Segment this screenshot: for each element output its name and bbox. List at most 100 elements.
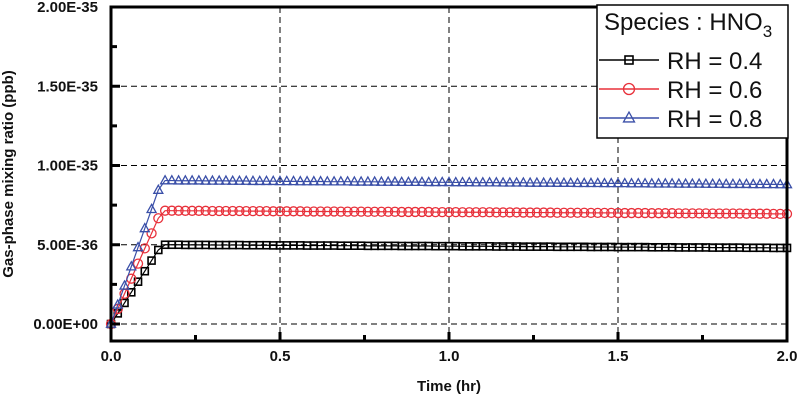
triangle-marker-icon: [220, 174, 232, 185]
circle-marker-icon: [734, 208, 745, 219]
triangle-marker-icon: [294, 175, 306, 186]
triangle-marker-icon: [504, 176, 516, 187]
y-tick-label: 1.00E-35: [37, 158, 98, 175]
circle-marker-icon: [166, 205, 177, 216]
triangle-marker-icon: [409, 175, 421, 187]
triangle-marker-icon: [429, 176, 442, 187]
triangle-marker-icon: [761, 178, 773, 189]
triangle-marker-icon: [382, 175, 394, 186]
circle-marker-icon: [193, 205, 205, 216]
circle-marker-icon: [552, 207, 563, 218]
triangle-marker-icon: [544, 176, 557, 187]
triangle-marker-icon: [193, 174, 205, 185]
circle-marker-icon: [295, 206, 306, 217]
triangle-marker-icon: [693, 177, 705, 188]
triangle-marker-icon: [436, 176, 448, 187]
circle-marker-icon: [693, 208, 705, 219]
circle-marker-icon: [437, 206, 448, 218]
triangle-marker-icon: [112, 298, 124, 309]
y-tick-label: 2.00E-35: [37, 0, 98, 16]
triangle-marker-icon: [125, 260, 137, 271]
circle-marker-icon: [328, 206, 340, 217]
circle-marker-icon: [599, 207, 610, 219]
triangle-marker-icon: [483, 176, 496, 187]
circle-marker-icon: [572, 207, 583, 218]
circle-marker-icon: [646, 208, 657, 219]
triangle-marker-icon: [267, 174, 279, 186]
circle-marker-icon: [403, 206, 414, 218]
x-tick-label: 0.5: [270, 348, 291, 365]
circle-marker-icon: [132, 258, 144, 269]
circle-marker-icon: [673, 208, 684, 219]
x-tick-label: 0.0: [101, 348, 122, 365]
triangle-marker-icon: [274, 175, 286, 186]
series-triangle: [105, 174, 793, 328]
triangle-marker-icon: [314, 175, 327, 186]
triangle-marker-icon: [754, 178, 766, 189]
circle-marker-icon: [660, 208, 671, 219]
triangle-marker-icon: [463, 176, 475, 187]
x-axis-title: Time (hr): [417, 378, 481, 395]
triangle-marker-icon: [531, 176, 543, 187]
circle-marker-icon: [173, 205, 184, 216]
circle-marker-icon: [748, 208, 759, 219]
circle-marker-icon: [383, 206, 394, 217]
circle-marker-icon: [518, 207, 529, 218]
triangle-marker-icon: [707, 177, 719, 188]
triangle-marker-icon: [538, 176, 550, 187]
triangle-marker-icon: [767, 178, 780, 189]
triangle-marker-icon: [172, 174, 185, 185]
triangle-marker-icon: [490, 176, 502, 187]
triangle-marker-icon: [321, 175, 333, 186]
triangle-marker-icon: [632, 177, 644, 188]
triangle-marker-icon: [240, 174, 252, 185]
triangle-marker-icon: [341, 175, 354, 186]
y-tick-label: 0.00E+00: [33, 316, 98, 333]
circle-marker-icon: [200, 205, 211, 216]
square-marker-icon: [126, 287, 136, 297]
triangle-marker-icon: [423, 176, 435, 187]
circle-marker-icon: [622, 82, 636, 96]
circle-marker-icon: [268, 206, 279, 217]
circle-marker-icon: [450, 206, 461, 218]
circle-marker-icon: [531, 207, 543, 218]
triangle-marker-icon: [659, 177, 671, 188]
circle-marker-icon: [362, 206, 374, 217]
circle-marker-icon: [254, 205, 265, 217]
triangle-marker-icon: [281, 175, 293, 186]
axes: [109, 5, 789, 343]
circle-marker-icon: [153, 213, 164, 224]
circle-marker-icon: [768, 208, 779, 219]
circle-marker-icon: [301, 206, 313, 217]
triangle-marker-icon: [734, 178, 746, 189]
circle-marker-icon: [775, 208, 786, 219]
circle-marker-icon: [680, 208, 691, 219]
circle-marker-icon: [247, 205, 259, 217]
circle-marker-icon: [430, 206, 441, 218]
triangle-marker-icon: [622, 110, 636, 123]
circle-marker-icon: [416, 206, 428, 218]
triangle-marker-icon: [145, 203, 158, 214]
triangle-marker-icon: [132, 241, 144, 252]
circle-marker-icon: [721, 208, 732, 219]
triangle-marker-icon: [355, 175, 367, 186]
circle-marker-icon: [585, 207, 597, 219]
triangle-marker-icon: [510, 176, 523, 187]
legend-entries: RH = 0.4RH = 0.6RH = 0.8: [599, 48, 762, 133]
triangle-marker-icon: [673, 177, 685, 188]
circle-marker-icon: [633, 207, 644, 219]
circle-marker-icon: [579, 207, 590, 218]
triangle-marker-icon: [166, 174, 178, 185]
triangle-marker-icon: [450, 176, 462, 187]
circle-marker-icon: [687, 208, 698, 219]
triangle-marker-icon: [700, 177, 712, 188]
circle-marker-icon: [606, 207, 617, 219]
circle-marker-icon: [666, 208, 678, 219]
triangle-marker-icon: [362, 175, 374, 186]
triangle-marker-icon: [308, 175, 320, 186]
x-tick-label: 1.5: [608, 348, 629, 365]
triangle-marker-icon: [118, 279, 131, 290]
circle-marker-icon: [612, 207, 624, 219]
circle-marker-icon: [139, 243, 150, 254]
triangle-marker-icon: [558, 176, 570, 187]
